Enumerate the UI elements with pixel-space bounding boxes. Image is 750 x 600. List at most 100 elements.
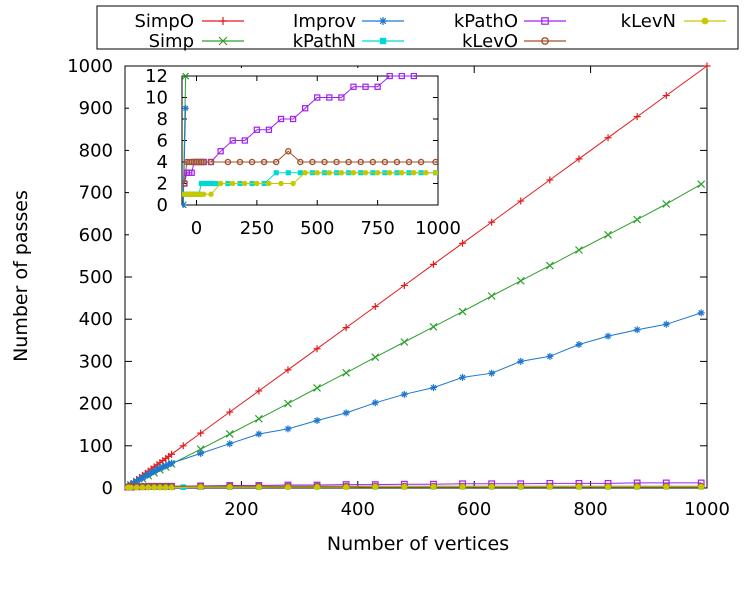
data-point-klevn: [133, 484, 140, 491]
data-point-improv: [159, 463, 167, 471]
data-point-simp: [400, 338, 409, 346]
y-tick-label: 500: [79, 267, 113, 288]
data-point-improv: [517, 357, 525, 365]
inset-point-klevn: [326, 170, 333, 176]
y-tick-label: 600: [79, 225, 113, 246]
legend-label-klevo: kLevO: [462, 31, 518, 52]
data-point-klevn: [430, 483, 437, 490]
data-point-klevn: [488, 483, 495, 490]
y-tick-label: 100: [79, 436, 113, 457]
data-point-simpo: [197, 429, 205, 437]
data-point-klevn: [284, 484, 291, 491]
inset-x-tick-label: 500: [300, 218, 334, 239]
data-point-improv: [697, 309, 705, 317]
inset-point-kpatho: [229, 137, 236, 144]
data-point-improv: [575, 341, 583, 349]
inset-point-klevo: [417, 158, 425, 166]
data-point-improv: [546, 352, 554, 360]
inset-point-kpatho: [241, 137, 248, 144]
legend-marker-simp: [218, 36, 228, 46]
data-point-improv: [156, 464, 164, 472]
data-point-simpo: [429, 260, 437, 268]
inset-point-klevo: [285, 147, 292, 155]
data-point-simp: [313, 384, 321, 392]
legend-marker-simpo: [219, 17, 227, 25]
data-point-klevn: [517, 483, 524, 490]
data-point-klevn: [168, 484, 175, 491]
inset-y-tick-label: 12: [145, 66, 168, 87]
inset-point-improv: [182, 201, 187, 208]
data-point-improv: [150, 467, 158, 475]
y-tick-label: 200: [79, 394, 113, 415]
data-point-improv: [342, 409, 350, 417]
inset-point-klevo: [182, 180, 188, 187]
inset-point-klevo: [357, 158, 364, 166]
inset-point-klevn: [266, 180, 272, 187]
inset-point-kpathn: [297, 170, 303, 176]
inset-x-tick-label: 250: [240, 218, 274, 239]
data-point-klevn: [663, 483, 670, 490]
legend-label-klevn: kLevN: [621, 11, 676, 32]
inset-point-kpatho: [277, 115, 285, 123]
inset-point-klevo: [198, 158, 205, 166]
inset-series-klevo: [182, 147, 438, 187]
y-tick-label: 900: [79, 98, 113, 119]
data-point-klevn: [314, 484, 321, 491]
data-point-simpo: [546, 176, 554, 184]
data-point-klevn: [634, 483, 641, 490]
inset-point-klevo: [207, 158, 215, 166]
inset-point-klevo: [393, 158, 401, 166]
legend-label-kpatho: kPathO: [454, 11, 518, 32]
inset-point-klevn: [302, 170, 308, 176]
data-point-improv: [133, 477, 141, 485]
inset-line-klevo: [183, 150, 436, 184]
data-point-improv: [429, 384, 437, 392]
data-point-simp: [662, 200, 671, 208]
inset-series-group: [182, 73, 438, 208]
inset-point-klevn: [278, 180, 284, 187]
data-point-improv: [197, 449, 205, 457]
inset-point-klevn: [432, 170, 438, 176]
data-point-klevn: [139, 484, 146, 491]
legend-label-improv: Improv: [293, 11, 356, 32]
y-tick-label: 700: [79, 183, 113, 204]
inset-x-tick-label: 0: [191, 218, 202, 239]
data-point-klevn: [151, 484, 158, 491]
y-tick-label: 400: [79, 309, 113, 330]
inset-point-klevn: [423, 170, 429, 176]
data-point-simpo: [168, 450, 176, 458]
data-point-improv: [371, 399, 379, 407]
inset-point-klevn: [217, 180, 224, 187]
series-simpo: [124, 62, 711, 490]
inset-point-klevo: [236, 158, 244, 166]
data-point-improv: [604, 332, 612, 340]
data-point-simp: [516, 276, 525, 285]
inset-point-klevn: [314, 170, 320, 176]
data-point-improv: [633, 326, 641, 334]
data-point-improv: [141, 472, 149, 480]
inset-point-klevo: [248, 158, 256, 166]
inset-point-kpatho: [410, 73, 418, 80]
series-line-improv: [127, 312, 702, 487]
inset-point-klevn: [374, 170, 381, 176]
data-point-klevn: [127, 484, 134, 491]
data-point-simp: [342, 368, 351, 377]
inset-background: [129, 68, 447, 244]
data-point-simpo: [604, 134, 612, 142]
data-point-improv: [226, 440, 234, 448]
inset-point-kpatho: [398, 73, 405, 80]
x-tick-label: 800: [573, 499, 607, 520]
x-tick-label: 400: [341, 499, 375, 520]
data-point-simp: [371, 353, 380, 362]
data-point-simpo: [703, 62, 711, 70]
data-point-klevn: [162, 484, 169, 491]
inset-point-kpatho: [188, 169, 195, 176]
series-line-klevn: [127, 486, 702, 489]
legend-marker-kpathn: [379, 37, 387, 45]
inset-point-klevo: [260, 158, 268, 166]
legend-marker-klevn: [701, 17, 709, 25]
inset-x-tick-label: 1000: [415, 218, 461, 239]
data-point-improv: [153, 465, 161, 473]
